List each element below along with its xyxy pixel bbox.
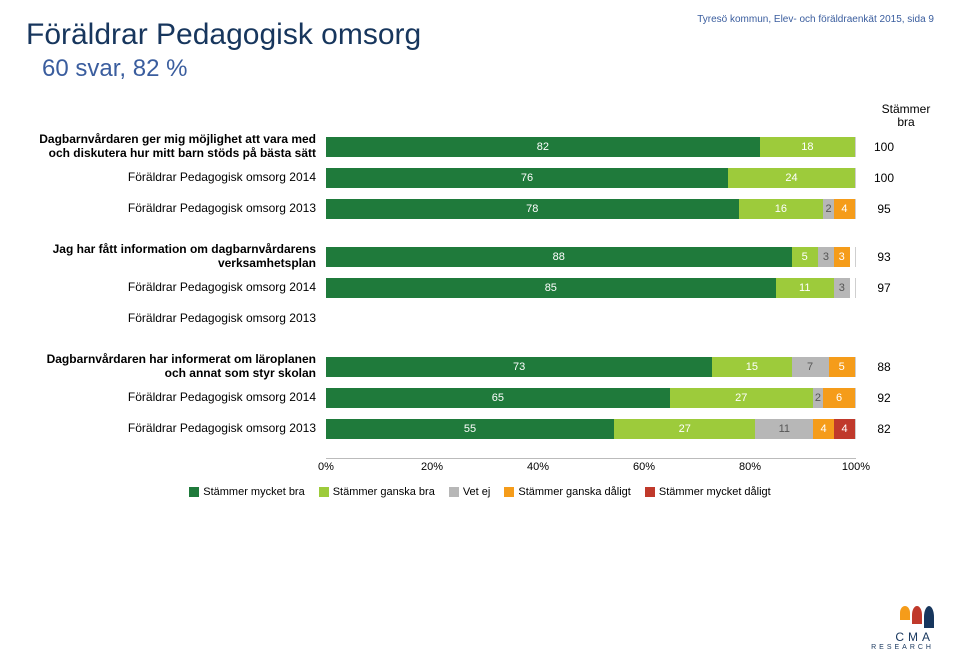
bar-segment: 76 [326,168,728,188]
stacked-bar: 781624 [326,199,856,219]
logo-mark [871,606,934,628]
bar-segment: 11 [755,419,813,439]
legend-swatch [504,487,514,497]
bar-segment: 4 [834,419,855,439]
bar-segment: 73 [326,357,712,377]
bar-segment: 5 [829,357,855,377]
chart-group: Dagbarnvårdaren ger mig möjlighet att va… [26,134,934,222]
legend-label: Stämmer ganska dåligt [518,486,631,498]
page-subtitle: 60 svar, 82 % [42,55,934,83]
stacked-bar: 85113 [326,278,856,298]
bar-segment: 85 [326,278,776,298]
x-axis: 0% 20% 40% 60% 80% 100% [26,458,934,476]
legend-item: Stämmer ganska dåligt [504,486,631,498]
stacked-bar: 7624 [326,168,856,188]
row-label: Föräldrar Pedagogisk omsorg 2013 [26,202,326,216]
legend-item: Stämmer mycket dåligt [645,486,771,498]
legend-item: Stämmer mycket bra [189,486,304,498]
bar-segment: 78 [326,199,739,219]
chart-row: Föräldrar Pedagogisk omsorg 201378162495 [26,196,934,222]
row-label: Dagbarnvårdaren ger mig möjlighet att va… [26,133,326,161]
bar-segment: 3 [818,247,834,267]
score-column-header-wrap: Stämmer bra [26,103,934,131]
axis-tick: 0% [318,459,334,473]
row-label: Föräldrar Pedagogisk omsorg 2013 [26,422,326,436]
chart-row: Föräldrar Pedagogisk omsorg 2013 [26,306,934,332]
logo: CMA RESEARCH [871,606,934,651]
legend-item: Vet ej [449,486,491,498]
bar-segment: 55 [326,419,614,439]
legend-swatch [319,487,329,497]
chart-row: Föräldrar Pedagogisk omsorg 201355271144… [26,416,934,442]
bar-segment: 2 [813,388,824,408]
row-score: 88 [856,360,912,374]
stacked-bar: 652726 [326,388,856,408]
bar-segment: 3 [834,247,850,267]
bar-segment: 88 [326,247,792,267]
chart-row: Föräldrar Pedagogisk omsorg 20148511397 [26,275,934,301]
row-score: 100 [856,171,912,185]
legend-swatch [449,487,459,497]
bar-segment: 82 [326,137,760,157]
axis-tick: 60% [633,459,655,473]
legend-label: Stämmer mycket bra [203,486,304,498]
bar-segment: 15 [712,357,791,377]
bar-segment: 11 [776,278,834,298]
chart-row: Föräldrar Pedagogisk omsorg 201465272692 [26,385,934,411]
row-label: Föräldrar Pedagogisk omsorg 2013 [26,312,326,326]
bar-segment: 16 [739,199,824,219]
bar-segment: 24 [728,168,855,188]
chart-row: Föräldrar Pedagogisk omsorg 20147624100 [26,165,934,191]
stacked-bar: 731575 [326,357,856,377]
legend-item: Stämmer ganska bra [319,486,435,498]
chart-group: Jag har fått information om dagbarnvårda… [26,244,934,332]
bar-segment: 65 [326,388,670,408]
logo-sub: RESEARCH [871,644,934,651]
stacked-bar: 55271144 [326,419,856,439]
stacked-bar: 8218 [326,137,856,157]
bar-segment: 6 [823,388,855,408]
axis-tick: 100% [842,459,870,473]
empty-bar [326,309,856,329]
legend: Stämmer mycket bra Stämmer ganska bra Vet … [26,486,934,498]
legend-label: Stämmer mycket dåligt [659,486,771,498]
row-label: Föräldrar Pedagogisk omsorg 2014 [26,281,326,295]
chart-row: Jag har fått information om dagbarnvårda… [26,244,934,270]
legend-swatch [189,487,199,497]
legend-swatch [645,487,655,497]
row-score: 97 [856,281,912,295]
bar-segment: 4 [813,419,834,439]
axis-tick: 20% [421,459,443,473]
axis-tick: 40% [527,459,549,473]
legend-label: Vet ej [463,486,491,498]
bar-segment: 5 [792,247,818,267]
bar-segment: 2 [823,199,834,219]
row-label: Föräldrar Pedagogisk omsorg 2014 [26,171,326,185]
legend-label: Stämmer ganska bra [333,486,435,498]
chart: Stämmer bra Dagbarnvårdaren ger mig möjl… [26,103,934,499]
score-column-header: Stämmer bra [878,103,934,131]
stacked-bar: 88533 [326,247,856,267]
chart-group: Dagbarnvårdaren har informerat om läropl… [26,354,934,442]
axis-tick: 80% [739,459,761,473]
bar-segment: 27 [670,388,813,408]
row-label: Föräldrar Pedagogisk omsorg 2014 [26,391,326,405]
row-label: Dagbarnvårdaren har informerat om läropl… [26,353,326,381]
bar-segment: 4 [834,199,855,219]
bar-segment: 3 [834,278,850,298]
row-score: 93 [856,250,912,264]
header-note: Tyresö kommun, Elev- och föräldraenkät 2… [697,14,934,25]
row-score: 95 [856,202,912,216]
row-label: Jag har fått information om dagbarnvårda… [26,243,326,271]
bar-segment: 27 [614,419,755,439]
logo-text: CMA [871,630,934,644]
chart-row: Dagbarnvårdaren har informerat om läropl… [26,354,934,380]
row-score: 82 [856,422,912,436]
row-score: 100 [856,140,912,154]
bar-segment: 7 [792,357,829,377]
bar-segment: 18 [760,137,855,157]
row-score: 92 [856,391,912,405]
chart-row: Dagbarnvårdaren ger mig möjlighet att va… [26,134,934,160]
